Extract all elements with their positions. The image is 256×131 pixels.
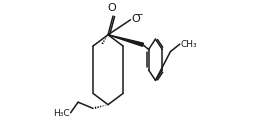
Text: O: O — [131, 13, 140, 24]
Text: O: O — [108, 3, 116, 13]
Text: CH₃: CH₃ — [181, 40, 197, 49]
Text: −: − — [135, 10, 144, 20]
Text: H₃C: H₃C — [53, 109, 70, 118]
Polygon shape — [108, 35, 143, 46]
